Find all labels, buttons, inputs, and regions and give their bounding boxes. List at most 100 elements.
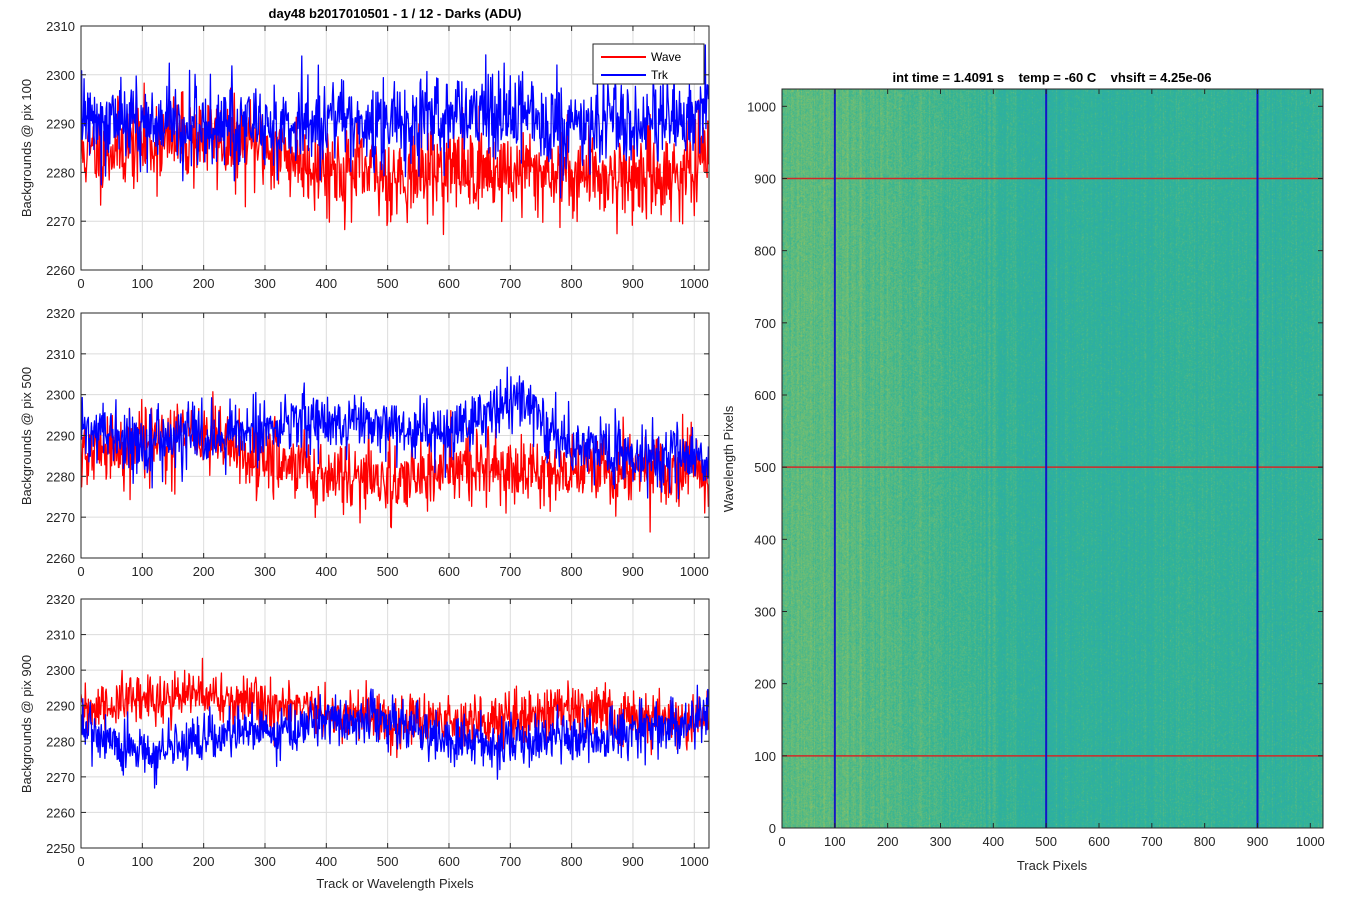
y-tick-label: 400 [754,532,776,547]
x-tick-label: 700 [499,276,521,291]
legend: Wave Trk [592,43,705,85]
x-tick-label: 800 [561,854,583,869]
y-tick-label: 2290 [46,429,75,444]
panel-frame: 0 100 200 300 400 500 600 700 800 900 1000 0 100 200… [721,70,1325,873]
x-tick-label: 0 [77,276,84,291]
x-tick-label: 300 [254,276,276,291]
y-tick-label: 2310 [46,628,75,643]
x-tick-label: 900 [622,854,644,869]
y-tick-label: 2270 [46,510,75,525]
x-tick-label: 100 [131,564,153,579]
x-tick-label: 800 [1194,834,1216,849]
x-ticks: 0 100 200 300 400 500 600 700 800 900 1000 [778,89,1325,849]
y-tick-label: 200 [754,677,776,692]
series-line-trk [81,684,709,789]
y-tick-label: 300 [754,604,776,619]
x-tick-label: 100 [824,834,846,849]
x-axis-label: Track Pixels [1017,858,1088,873]
x-tick-label: 200 [877,834,899,849]
y-tick-label: 2300 [46,663,75,678]
y-tick-label: 2260 [46,263,75,278]
y-tick-label: 2290 [46,117,75,132]
x-tick-label: 800 [561,564,583,579]
x-tick-label: 900 [622,564,644,579]
x-tick-label: 200 [193,854,215,869]
y-axis-label: Backgrounds @ pix 500 [19,367,34,505]
x-tick-label: 400 [315,276,337,291]
x-tick-label: 0 [77,854,84,869]
y-tick-label: 500 [754,460,776,475]
heatmap-image [782,89,1323,828]
y-ticks: 0 100 200 300 400 500 600 700 800 900 1000 [747,99,1323,836]
series-line-trk [81,44,709,199]
series-line-wave [81,82,709,236]
panel-pix500: 0 100 200 300 400 500 600 700 800 900 1000 2260 227… [19,306,710,579]
y-tick-label: 900 [754,171,776,186]
x-tick-label: 700 [499,564,521,579]
marker-lines [782,89,1323,828]
x-tick-label: 500 [1035,834,1057,849]
series-lines [81,366,709,533]
x-ticks: 0 100 200 300 400 500 600 700 800 900 1000 [77,313,709,579]
axes-box [781,88,1324,829]
x-tick-label: 200 [193,564,215,579]
x-ticks: 0 100 200 300 400 500 600 700 800 900 1000 [77,599,709,869]
y-tick-label: 2260 [46,551,75,566]
x-tick-label: 800 [561,276,583,291]
x-tick-label: 100 [131,854,153,869]
y-tick-label: 2250 [46,841,75,856]
x-tick-label: 0 [77,564,84,579]
y-axis-label: Wavelength Pixels [721,405,736,512]
x-tick-label: 500 [377,564,399,579]
y-ticks: 2260 2270 2280 2290 2300 2310 2320 [46,306,709,566]
y-tick-label: 2280 [46,165,75,180]
x-tick-label: 400 [315,854,337,869]
x-tick-label: 700 [499,854,521,869]
x-tick-label: 400 [315,564,337,579]
x-tick-label: 500 [377,276,399,291]
x-tick-label: 600 [438,564,460,579]
x-tick-label: 600 [438,276,460,291]
x-tick-label: 1000 [680,854,709,869]
series-lines [81,657,709,789]
y-ticks: 2260 2270 2280 2290 2300 2310 [46,19,709,278]
y-tick-label: 2300 [46,388,75,403]
legend-box [592,43,705,85]
y-tick-label: 2310 [46,19,75,34]
legend-wave-label: Wave [651,50,682,64]
x-tick-label: 700 [1141,834,1163,849]
x-tick-label: 900 [622,276,644,291]
y-ticks: 2250 2260 2270 2280 2290 2300 2310 2320 [46,592,709,856]
y-tick-label: 600 [754,388,776,403]
y-axis-label: Backgrounds @ pix 100 [19,79,34,217]
x-tick-label: 600 [438,854,460,869]
panel-pix100: 0 100 200 300 400 500 600 700 800 900 1000 2260 227… [19,6,710,291]
x-tick-label: 900 [1247,834,1269,849]
x-tick-label: 200 [193,276,215,291]
y-tick-label: 2270 [46,770,75,785]
y-tick-label: 800 [754,244,776,259]
series-lines [81,44,709,236]
y-tick-label: 2280 [46,734,75,749]
x-tick-label: 100 [131,276,153,291]
y-tick-label: 2310 [46,347,75,362]
y-tick-label: 100 [754,749,776,764]
legend-trk-label: Trk [651,68,669,82]
y-tick-label: 2320 [46,592,75,607]
x-tick-label: 400 [982,834,1004,849]
y-tick-label: 2280 [46,469,75,484]
heatmap-title: int time = 1.4091 s temp = -60 C vhsift … [892,70,1211,85]
x-tick-label: 1000 [680,564,709,579]
x-tick-label: 300 [254,854,276,869]
series-line-trk [81,366,709,500]
y-tick-label: 2260 [46,805,75,820]
y-axis-label: Backgrounds @ pix 900 [19,655,34,793]
chart-title: day48 b2017010501 - 1 / 12 - Darks (ADU) [269,6,522,21]
x-ticks: 0 100 200 300 400 500 600 700 800 900 1000 [77,26,709,291]
y-tick-label: 2290 [46,699,75,714]
x-tick-label: 500 [377,854,399,869]
y-tick-label: 1000 [747,99,776,114]
x-axis-label: Track or Wavelength Pixels [316,876,474,891]
x-tick-label: 300 [254,564,276,579]
